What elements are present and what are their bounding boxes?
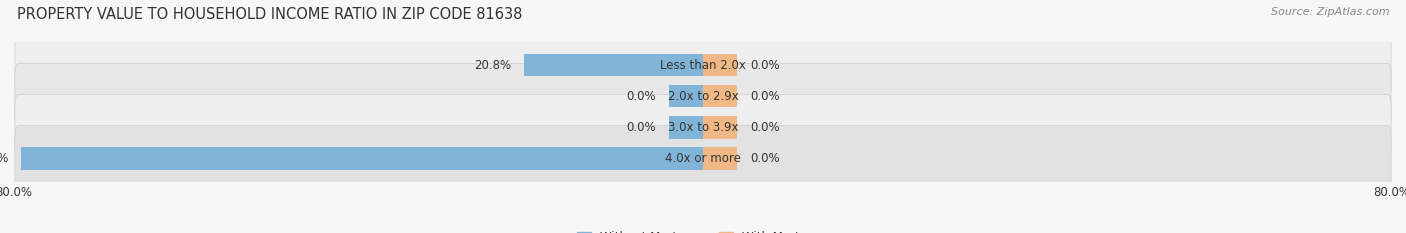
Text: 0.0%: 0.0% [626, 121, 655, 134]
Text: 0.0%: 0.0% [626, 90, 655, 103]
FancyBboxPatch shape [15, 32, 1391, 98]
Text: 4.0x or more: 4.0x or more [665, 152, 741, 165]
Text: PROPERTY VALUE TO HOUSEHOLD INCOME RATIO IN ZIP CODE 81638: PROPERTY VALUE TO HOUSEHOLD INCOME RATIO… [17, 7, 522, 22]
FancyBboxPatch shape [15, 63, 1391, 129]
Text: Source: ZipAtlas.com: Source: ZipAtlas.com [1271, 7, 1389, 17]
Text: 2.0x to 2.9x: 2.0x to 2.9x [668, 90, 738, 103]
Text: 0.0%: 0.0% [751, 90, 780, 103]
Text: 0.0%: 0.0% [751, 59, 780, 72]
Bar [703, 85, 738, 107]
Bar [703, 116, 738, 139]
Legend: Without Mortgage, With Mortgage: Without Mortgage, With Mortgage [572, 226, 834, 233]
FancyBboxPatch shape [15, 94, 1391, 160]
Text: 3.0x to 3.9x: 3.0x to 3.9x [668, 121, 738, 134]
Bar [21, 147, 703, 170]
Bar [703, 147, 738, 170]
Text: Less than 2.0x: Less than 2.0x [659, 59, 747, 72]
FancyBboxPatch shape [15, 126, 1391, 191]
Text: 20.8%: 20.8% [474, 59, 510, 72]
Text: 79.2%: 79.2% [0, 152, 8, 165]
Text: 0.0%: 0.0% [751, 121, 780, 134]
Bar [524, 54, 703, 76]
Text: 0.0%: 0.0% [751, 152, 780, 165]
Bar [703, 54, 738, 76]
Bar [669, 116, 703, 139]
Bar [669, 85, 703, 107]
